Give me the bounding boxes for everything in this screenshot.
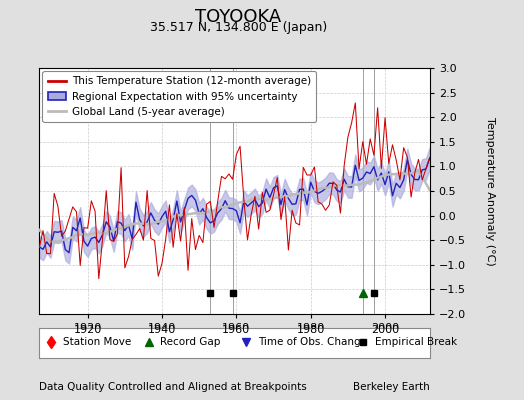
Text: Berkeley Earth: Berkeley Earth	[353, 382, 430, 392]
Text: 2000: 2000	[371, 325, 399, 335]
Text: TOYOOKA: TOYOOKA	[195, 8, 281, 26]
Legend: This Temperature Station (12-month average), Regional Expectation with 95% uncer: This Temperature Station (12-month avera…	[42, 71, 316, 122]
Text: 1980: 1980	[297, 325, 325, 335]
Y-axis label: Temperature Anomaly (°C): Temperature Anomaly (°C)	[485, 117, 495, 265]
Text: 35.517 N, 134.800 E (Japan): 35.517 N, 134.800 E (Japan)	[150, 21, 327, 34]
Text: Data Quality Controlled and Aligned at Breakpoints: Data Quality Controlled and Aligned at B…	[39, 382, 307, 392]
Text: Station Move: Station Move	[63, 338, 131, 347]
Text: 1960: 1960	[222, 325, 250, 335]
Text: Empirical Break: Empirical Break	[375, 338, 457, 347]
Text: 1920: 1920	[73, 325, 102, 335]
Text: Record Gap: Record Gap	[160, 338, 221, 347]
Text: Time of Obs. Change: Time of Obs. Change	[258, 338, 367, 347]
Text: 1940: 1940	[148, 325, 176, 335]
